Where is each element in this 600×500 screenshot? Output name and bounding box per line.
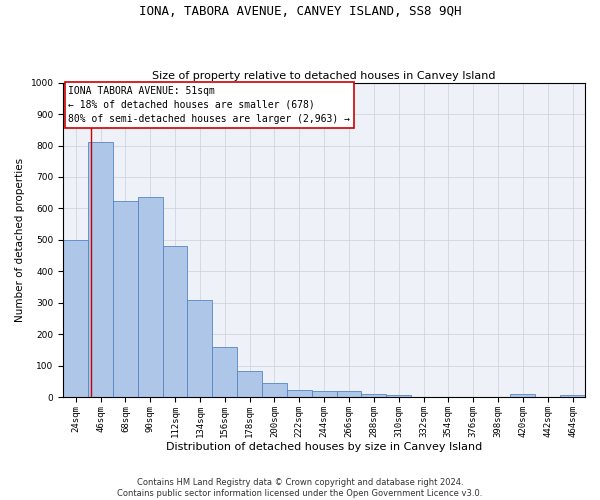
Bar	[560, 396, 585, 397]
Bar	[262, 382, 287, 397]
Text: IONA, TABORA AVENUE, CANVEY ISLAND, SS8 9QH: IONA, TABORA AVENUE, CANVEY ISLAND, SS8 …	[139, 5, 461, 18]
Y-axis label: Number of detached properties: Number of detached properties	[15, 158, 25, 322]
Bar	[237, 372, 262, 397]
Bar	[187, 300, 212, 397]
Bar	[361, 394, 386, 397]
Bar	[511, 394, 535, 397]
Bar	[63, 240, 88, 397]
Bar	[163, 246, 187, 397]
Bar	[337, 391, 361, 397]
Bar	[113, 200, 138, 397]
Bar	[287, 390, 312, 397]
Bar	[212, 347, 237, 397]
Bar	[386, 396, 411, 397]
Bar	[138, 198, 163, 397]
Text: Contains HM Land Registry data © Crown copyright and database right 2024.
Contai: Contains HM Land Registry data © Crown c…	[118, 478, 482, 498]
Text: IONA TABORA AVENUE: 51sqm
← 18% of detached houses are smaller (678)
80% of semi: IONA TABORA AVENUE: 51sqm ← 18% of detac…	[68, 86, 350, 124]
X-axis label: Distribution of detached houses by size in Canvey Island: Distribution of detached houses by size …	[166, 442, 482, 452]
Bar	[312, 391, 337, 397]
Title: Size of property relative to detached houses in Canvey Island: Size of property relative to detached ho…	[152, 70, 496, 81]
Bar	[88, 142, 113, 397]
